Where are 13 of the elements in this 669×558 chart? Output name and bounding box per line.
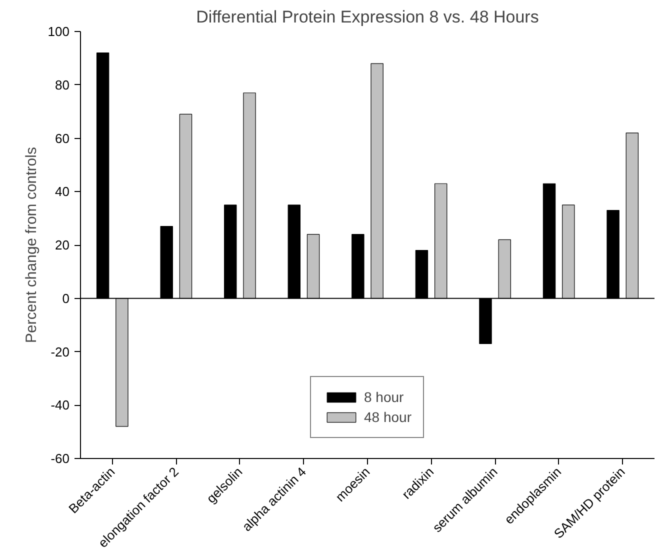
legend-label: 48 hour — [364, 409, 412, 425]
y-tick-label: 80 — [55, 77, 70, 92]
legend-label: 8 hour — [364, 389, 404, 405]
y-tick-label: 100 — [48, 24, 70, 39]
y-tick-label: 20 — [55, 238, 70, 252]
y-tick-label: -40 — [50, 398, 70, 413]
y-axis-title: Percent change from controls — [22, 147, 40, 343]
y-tick-label: 0 — [62, 290, 70, 306]
chart-title: Differential Protein Expression 8 vs. 48 Hours — [196, 8, 539, 26]
y-tick-label: -20 — [50, 344, 70, 360]
y-tick-label: -60 — [50, 451, 70, 466]
y-tick-label: 40 — [55, 184, 70, 200]
y-tick-label: 60 — [55, 130, 70, 146]
